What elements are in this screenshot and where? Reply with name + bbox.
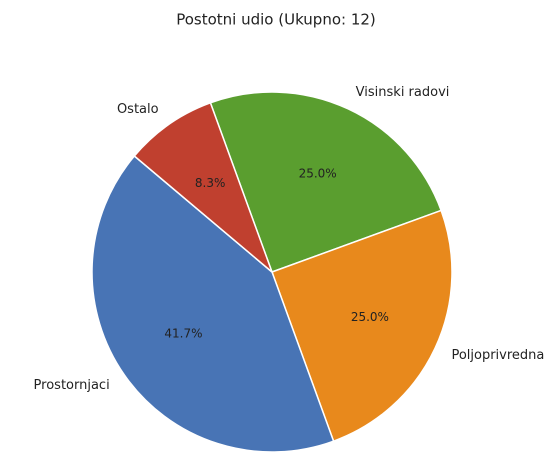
slice-percent: 8.3% [195,176,226,190]
pie-slice [133,101,274,275]
slice-percent: 41.7% [164,326,202,340]
slice-percent: 25.0% [351,310,389,324]
slice-percent: 25.0% [299,167,337,181]
chart-title: Postotni udio (Ukupno: 12) [176,11,376,29]
pie-slice [271,209,453,443]
pie-slice [91,154,335,453]
slice-label: Ostalo [117,102,159,117]
pie-slice [209,91,443,273]
slice-label: Visinski radovi [356,85,450,100]
slice-label: Poljoprivredna [451,348,544,363]
slice-label: Prostornjaci [34,378,110,393]
